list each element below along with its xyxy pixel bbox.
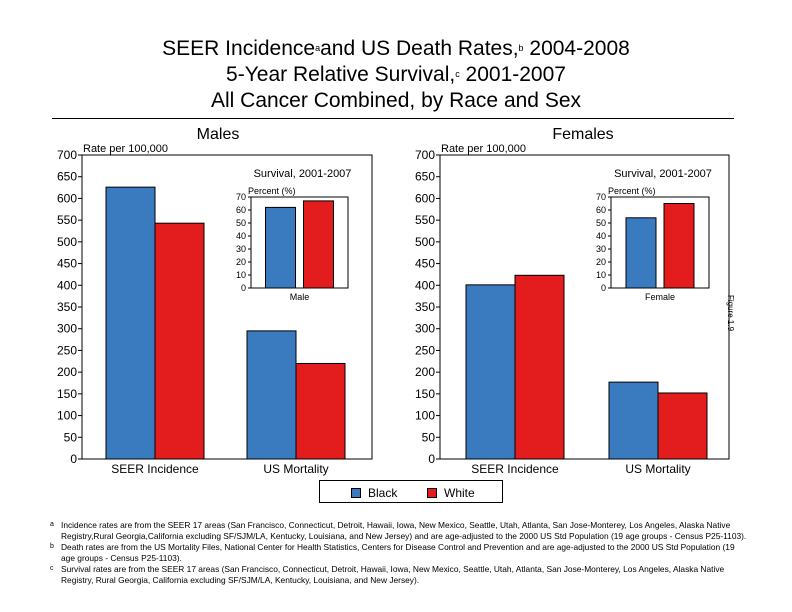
y-tick-label-males-200: 200: [57, 365, 77, 379]
inset-y-label-males: Percent (%): [248, 186, 296, 196]
y-tick-label-males-250: 250: [57, 343, 77, 357]
inset-x-label-females: Female: [645, 292, 675, 302]
y-tick-label-males-350: 350: [57, 300, 77, 314]
legend-item-white: White: [427, 486, 475, 500]
y-tick-label-males-300: 300: [57, 322, 77, 336]
inset-y-tick-label-males-40: 40: [236, 231, 246, 241]
inset-bar-males-white: [303, 200, 334, 289]
inset-y-tick-label-females-20: 20: [596, 257, 606, 267]
x-tick-label-females-1: US Mortality: [625, 462, 690, 476]
inset-y-tick-label-females-10: 10: [596, 270, 606, 280]
y-tick-label-males-50: 50: [64, 430, 78, 444]
inset-y-tick-label-males-70: 70: [236, 192, 246, 202]
y-tick-label-males-450: 450: [57, 257, 77, 271]
y-tick-label-males-500: 500: [57, 235, 77, 249]
bar-females-mortality-white: [657, 392, 708, 460]
y-tick-label-males-600: 600: [57, 191, 77, 205]
legend-swatch-white: [427, 488, 437, 498]
footnote-a: a Incidence rates are from the SEER 17 ar…: [50, 520, 747, 541]
inset-y-tick-label-females-70: 70: [596, 192, 606, 202]
legend-label-black: Black: [368, 486, 398, 500]
y-tick-label-males-400: 400: [57, 278, 77, 292]
y-tick-label-males-0: 0: [70, 452, 77, 466]
inset-y-tick-label-females-40: 40: [596, 231, 606, 241]
x-tick-label-females-0: SEER Incidence: [471, 462, 559, 476]
inset-y-tick-label-males-50: 50: [236, 218, 246, 228]
bar-females-mortality-black: [608, 381, 659, 460]
y-tick-label-males-650: 650: [57, 170, 77, 184]
y-tick-label-males-550: 550: [57, 213, 77, 227]
chart-title-line1: SEER Incidenceaand US Death Rates,b 2004…: [162, 37, 630, 60]
y-tick-label-females-0: 0: [428, 452, 435, 466]
y-tick-label-females-250: 250: [415, 343, 435, 357]
footnote-b: b Death rates are from the US Mortality F…: [50, 542, 735, 563]
y-tick-label-females-450: 450: [415, 257, 435, 271]
inset-bar-males-black: [265, 206, 296, 289]
y-tick-label-females-400: 400: [415, 278, 435, 292]
legend-label-white: White: [444, 486, 475, 500]
y-tick-label-females-350: 350: [415, 300, 435, 314]
footnotes: a Incidence rates are from the SEER 17 ar…: [50, 520, 750, 587]
inset-y-tick-label-males-0: 0: [241, 283, 246, 293]
footnote-c: c Survival rates are from the SEER 17 are…: [50, 564, 725, 585]
bar-females-incidence-black: [465, 284, 516, 460]
y-tick-label-females-500: 500: [415, 235, 435, 249]
inset-y-tick-label-males-30: 30: [236, 244, 246, 254]
y-tick-label-females-50: 50: [422, 430, 436, 444]
y-axis-label-males: Rate per 100,000: [83, 143, 168, 155]
inset-x-label-males: Male: [290, 292, 310, 302]
legend: Black White: [319, 480, 503, 503]
bar-males-mortality-white: [295, 362, 346, 460]
inset-y-label-females: Percent (%): [608, 186, 656, 196]
y-tick-label-females-700: 700: [415, 148, 435, 162]
x-tick-label-males-1: US Mortality: [263, 462, 328, 476]
y-tick-label-males-700: 700: [57, 148, 77, 162]
bar-males-incidence-black: [105, 186, 156, 460]
x-tick-label-males-0: SEER Incidence: [111, 462, 199, 476]
inset-title-females: Survival, 2001-2007: [614, 168, 712, 180]
inset-bar-females-black: [625, 217, 657, 289]
chart-title-line2: 5-Year Relative Survival,c 2001-2007: [226, 63, 566, 86]
y-tick-label-females-200: 200: [415, 365, 435, 379]
inset-y-tick-label-females-0: 0: [601, 283, 606, 293]
inset-y-tick-label-males-60: 60: [236, 205, 246, 215]
inset-y-tick-label-males-20: 20: [236, 257, 246, 267]
y-tick-label-females-550: 550: [415, 213, 435, 227]
inset-y-tick-label-females-60: 60: [596, 205, 606, 215]
y-tick-label-females-100: 100: [415, 409, 435, 423]
legend-item-black: Black: [351, 486, 397, 500]
inset-y-tick-label-females-30: 30: [596, 244, 606, 254]
y-tick-label-males-100: 100: [57, 409, 77, 423]
figure-label: Figure 1.9: [726, 295, 735, 332]
chart-title-line3: All Cancer Combined, by Race and Sex: [210, 89, 582, 112]
bar-males-incidence-white: [154, 222, 205, 460]
y-axis-label-females: Rate per 100,000: [441, 143, 526, 155]
inset-frame-males: [250, 196, 349, 289]
y-tick-label-females-300: 300: [415, 322, 435, 336]
panel-title-females: Females: [552, 126, 613, 143]
y-tick-label-females-150: 150: [415, 387, 435, 401]
inset-frame-females: [610, 196, 710, 289]
title-divider: [52, 118, 734, 119]
bar-males-mortality-black: [246, 330, 297, 460]
inset-y-tick-label-females-50: 50: [596, 218, 606, 228]
inset-title-males: Survival, 2001-2007: [254, 168, 352, 180]
inset-bar-females-white: [663, 203, 695, 289]
y-tick-label-males-150: 150: [57, 387, 77, 401]
panel-title-males: Males: [197, 126, 240, 143]
inset-y-tick-label-males-10: 10: [236, 270, 246, 280]
y-tick-label-females-600: 600: [415, 191, 435, 205]
bar-females-incidence-white: [514, 274, 565, 460]
y-tick-label-females-650: 650: [415, 170, 435, 184]
legend-swatch-black: [351, 488, 361, 498]
